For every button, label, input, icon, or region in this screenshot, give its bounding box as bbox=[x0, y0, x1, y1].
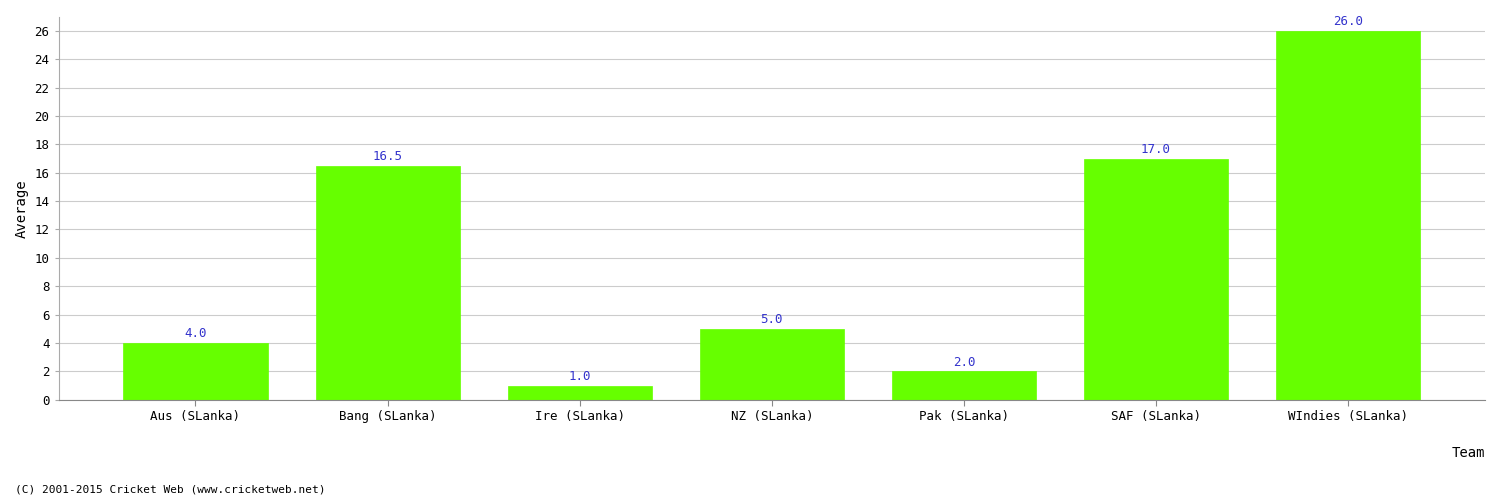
Text: (C) 2001-2015 Cricket Web (www.cricketweb.net): (C) 2001-2015 Cricket Web (www.cricketwe… bbox=[15, 485, 326, 495]
Text: 16.5: 16.5 bbox=[372, 150, 402, 163]
Bar bbox=[892, 372, 1036, 400]
Text: 4.0: 4.0 bbox=[184, 327, 207, 340]
Bar bbox=[315, 166, 459, 400]
Text: 17.0: 17.0 bbox=[1142, 142, 1172, 156]
Bar bbox=[700, 329, 844, 400]
Bar bbox=[1084, 158, 1228, 400]
Bar bbox=[507, 386, 651, 400]
Text: 26.0: 26.0 bbox=[1334, 15, 1364, 28]
Text: Team: Team bbox=[1452, 446, 1485, 460]
Text: 5.0: 5.0 bbox=[760, 313, 783, 326]
Text: 2.0: 2.0 bbox=[952, 356, 975, 368]
Text: 1.0: 1.0 bbox=[568, 370, 591, 383]
Bar bbox=[1276, 31, 1420, 400]
Bar bbox=[123, 343, 267, 400]
Y-axis label: Average: Average bbox=[15, 179, 28, 238]
